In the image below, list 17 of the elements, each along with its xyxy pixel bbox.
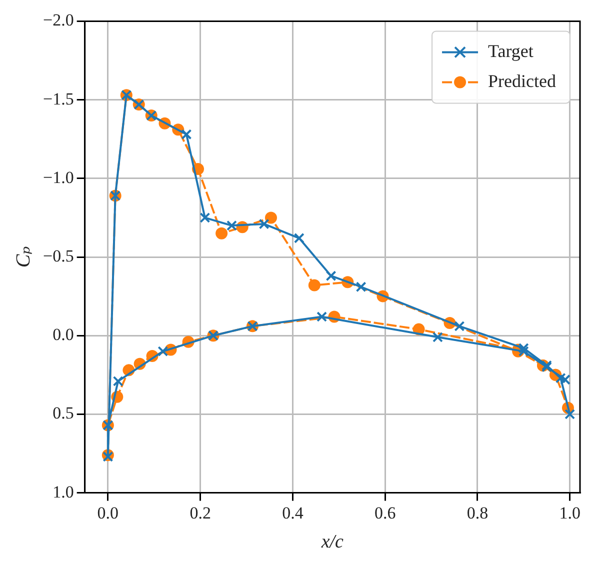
- y-tick-label: −1.5: [42, 89, 74, 108]
- x-tick-label: 0.0: [97, 503, 119, 522]
- y-tick-label: 1.0: [52, 482, 74, 502]
- legend-label: Target: [488, 40, 534, 61]
- y-axis-title: Cₚ: [12, 246, 34, 268]
- y-tick-label: 0.0: [52, 325, 74, 344]
- x-tick-label: 0.4: [282, 503, 304, 522]
- x-tick-label: 1.0: [559, 503, 580, 522]
- y-tick-label: 0.5: [52, 404, 74, 423]
- legend-label: Predicted: [488, 70, 556, 91]
- x-axis-title: x/c: [320, 532, 344, 553]
- y-tick-label: −1.0: [42, 168, 74, 187]
- y-tick-label: −2.0: [42, 10, 74, 30]
- y-tick-label: −0.5: [42, 246, 74, 266]
- x-tick-label: 0.6: [374, 503, 396, 522]
- x-tick-label: 0.2: [190, 503, 211, 522]
- x-tick-label: 0.8: [466, 503, 488, 522]
